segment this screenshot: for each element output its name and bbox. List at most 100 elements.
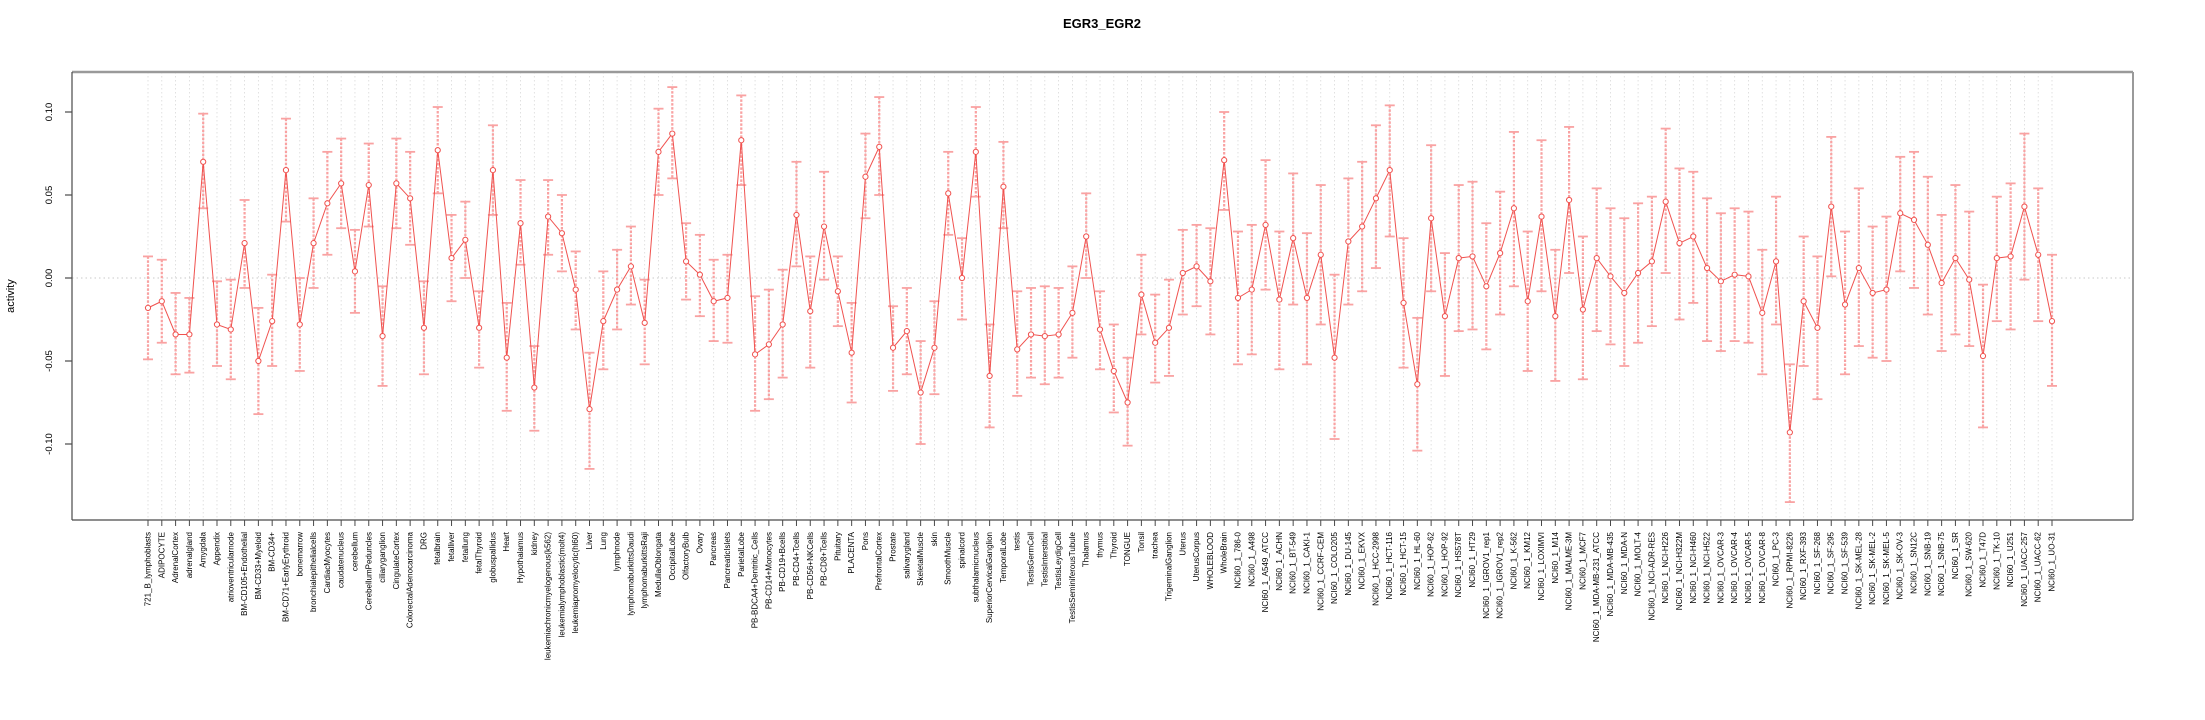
data-point	[1952, 254, 1959, 262]
data-point	[448, 254, 455, 262]
x-tick-label: BM-CD105+Endothelial	[240, 532, 249, 616]
data-point	[1276, 296, 1283, 303]
data-point	[1193, 263, 1200, 270]
data-point	[862, 173, 869, 180]
data-point	[1897, 210, 1904, 217]
data-point	[876, 143, 883, 150]
data-point	[1303, 294, 1311, 302]
data-point	[351, 268, 359, 275]
x-tick-label: NCI60_1_MDA-MB-231_ATCC	[1592, 532, 1601, 642]
x-tick-label: TestisSeminiferousTubule	[1068, 531, 1077, 623]
x-tick-label: Uterus	[1178, 532, 1187, 556]
x-tick-label: PB-CD14+Monocytes	[764, 532, 773, 609]
x-tick-label: CardiacMyocytes	[323, 532, 332, 593]
data-point	[1497, 250, 1504, 257]
x-tick-label: NCI60_1_IGROV1_rep2	[1496, 531, 1505, 618]
data-point	[1800, 298, 1807, 305]
data-point	[903, 328, 910, 335]
data-point	[503, 354, 510, 361]
data-point	[1676, 240, 1683, 247]
x-tick-label: NCI60_1_OVCAR-5	[1744, 531, 1753, 603]
x-tick-label: NCI60_1_MCF7	[1578, 531, 1587, 589]
y-axis-title: activity	[5, 279, 17, 313]
x-tick-label: NCI60_1_MOLT-4	[1634, 531, 1643, 596]
data-point	[1000, 183, 1007, 190]
x-tick-label: Amygdala	[199, 531, 208, 567]
data-point	[972, 148, 979, 155]
x-tick-label: TestisLeydigCell	[1054, 532, 1063, 590]
data-point	[1069, 309, 1076, 316]
data-point	[889, 344, 897, 351]
x-tick-label: Prostate	[889, 531, 898, 561]
x-tick-label: PLACENTA	[847, 531, 856, 573]
data-point	[1441, 313, 1449, 320]
x-tick-label: 721_B_lymphoblasts	[144, 532, 153, 606]
data-point	[158, 298, 165, 305]
data-point	[1938, 279, 1945, 287]
data-point	[1234, 294, 1242, 302]
data-point	[696, 271, 703, 278]
y-tick-label: -0.10	[44, 433, 55, 455]
data-point	[1538, 213, 1545, 220]
x-tick-label: fetalbrain	[433, 532, 442, 565]
x-tick-label: NCI60_1_MDA-N	[1620, 532, 1629, 594]
x-tick-label: NCI60_1_SK-MEL-5	[1882, 531, 1891, 604]
x-tick-label: Thyroid	[1109, 532, 1118, 559]
data-point	[324, 200, 331, 207]
x-tick-label: atrioventricularnode	[226, 531, 235, 602]
data-point	[1786, 429, 1793, 436]
data-point	[586, 406, 593, 413]
data-point	[751, 351, 759, 358]
data-point	[1110, 367, 1117, 375]
x-tick-label: NCI60_1_HCT-116	[1385, 531, 1394, 599]
data-point	[1428, 215, 1435, 222]
data-point	[1138, 291, 1145, 298]
data-point	[807, 308, 814, 315]
series-polyline	[147, 132, 2053, 433]
x-tick-label: Ovary	[695, 532, 704, 553]
data-point	[1414, 381, 1421, 388]
x-tick-label: NCI60_1_HL-60	[1413, 531, 1422, 589]
x-tick-label: BM-CD71+EarlyErythroid	[281, 532, 290, 622]
data-point	[917, 389, 924, 396]
data-point	[1400, 299, 1407, 306]
x-tick-label: fetallung	[461, 532, 470, 562]
x-tick-label: TrigeminalGanglion	[1164, 532, 1173, 601]
x-tick-label: Thalamus	[1082, 532, 1091, 567]
x-tick-label: leukemiapromyelocytic(hl60)	[571, 532, 580, 634]
x-tick-label: ADIPOCYTE	[157, 532, 166, 578]
data-point	[462, 236, 469, 243]
data-point	[338, 180, 345, 187]
x-tick-label: OccipitalLobe	[668, 531, 677, 580]
x-tick-label: NCI60_1_NCI-H322M	[1675, 532, 1684, 611]
data-point	[1469, 253, 1476, 260]
data-point	[682, 258, 690, 265]
x-tick-label: NCI60_1_A498	[1247, 531, 1256, 586]
x-tick-label: NCI60_1_HCT-15	[1399, 531, 1408, 595]
x-tick-label: NCI60_1_DU-145	[1344, 531, 1353, 595]
data-point	[627, 263, 634, 270]
data-point	[1828, 203, 1835, 210]
x-tick-label: NCI60_1_SF-539	[1841, 531, 1850, 594]
data-point	[834, 288, 841, 295]
x-tick-label: NCI60_1_OVCAR-4	[1730, 531, 1739, 603]
x-tick-label: testis	[1013, 532, 1022, 551]
data-point	[558, 230, 566, 237]
x-tick-label: NCI60_1_SK-OV-3	[1896, 531, 1905, 599]
x-tick-label: cerebellum	[350, 532, 359, 571]
x-tick-label: NCI60_1_K-562	[1509, 531, 1518, 589]
x-tick-label: SkeletalMuscle	[916, 531, 925, 585]
data-point	[1124, 399, 1131, 406]
data-point	[1290, 235, 1297, 242]
x-tick-label: PrefrontalCortex	[875, 532, 884, 590]
data-point	[1869, 289, 1876, 297]
x-tick-label: PB-CD4+Tcells	[792, 532, 801, 586]
data-point	[1386, 167, 1393, 174]
x-tick-label: NCI60_1_TK-10	[1992, 531, 2001, 589]
x-tick-label: NCI60_1_NCI-ADR-RES	[1647, 532, 1656, 620]
x-tick-label: NCI60_1_SF-295	[1827, 531, 1836, 594]
data-point	[296, 321, 303, 328]
x-tick-label: ciliaryganglion	[378, 532, 387, 583]
data-point	[614, 286, 621, 293]
y-tick-label: 0.05	[44, 186, 55, 205]
